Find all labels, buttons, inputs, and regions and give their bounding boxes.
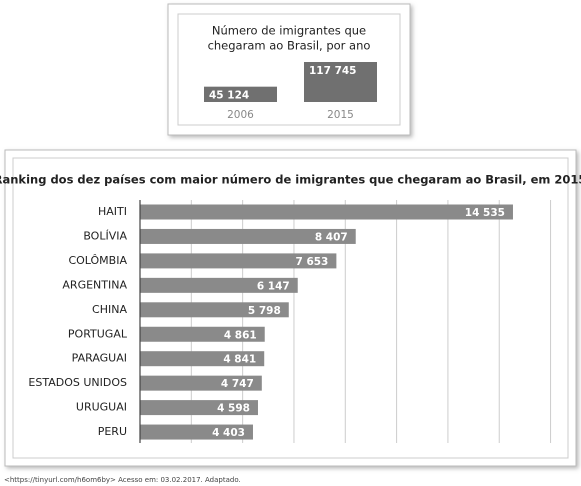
y-tick-label: COLÔMBIA	[68, 254, 127, 267]
value-label: 14 535	[465, 207, 505, 219]
y-tick-label: PARAGUAI	[72, 352, 127, 365]
bottom-frame	[12, 157, 569, 459]
bottom-panel	[4, 149, 577, 467]
value-label: 4 861	[224, 329, 257, 341]
value-label: 8 407	[315, 231, 348, 243]
y-tick-label: HAITI	[98, 205, 127, 218]
bar	[140, 424, 253, 440]
value-label: 45 124	[209, 90, 249, 102]
source: <https://tinyurl.com/h6om6by> Acesso em:…	[4, 476, 241, 484]
value-label: 4 747	[221, 378, 254, 390]
bar	[140, 375, 262, 391]
bar	[204, 86, 277, 102]
value-label: 4 598	[217, 403, 250, 415]
bar	[304, 62, 377, 102]
value-label: 7 653	[295, 256, 328, 268]
value-label: 5 798	[248, 305, 281, 317]
y-tick-label: PERU	[98, 425, 127, 438]
y-tick-label: ARGENTINA	[62, 278, 127, 291]
value-label: 4 841	[223, 354, 256, 366]
value-label: 6 147	[257, 280, 290, 292]
top-title: Número de imigrantes que	[212, 24, 366, 38]
bar	[140, 351, 265, 367]
y-tick-label: ESTADOS UNIDOS	[28, 376, 127, 389]
y-tick-label: URUGUAI	[76, 401, 127, 414]
bottom-title: Ranking dos dez países com maior número …	[0, 173, 581, 187]
x-tick-label: 2015	[327, 109, 354, 121]
bar	[140, 228, 356, 244]
bar	[140, 326, 265, 342]
bar	[140, 400, 258, 416]
y-tick-label: CHINA	[92, 303, 127, 316]
y-tick-label: BOLÍVIA	[83, 229, 127, 242]
bar	[140, 277, 298, 293]
bar	[140, 253, 337, 269]
y-tick-label: PORTUGAL	[68, 327, 128, 340]
x-tick-label: 2006	[227, 109, 254, 121]
bar	[140, 302, 289, 318]
top-title: chegaram ao Brasil, por ano	[208, 39, 371, 53]
bar	[140, 204, 513, 220]
top-frame	[177, 13, 401, 126]
value-label: 4 403	[212, 427, 245, 439]
value-label: 117 745	[309, 65, 357, 77]
